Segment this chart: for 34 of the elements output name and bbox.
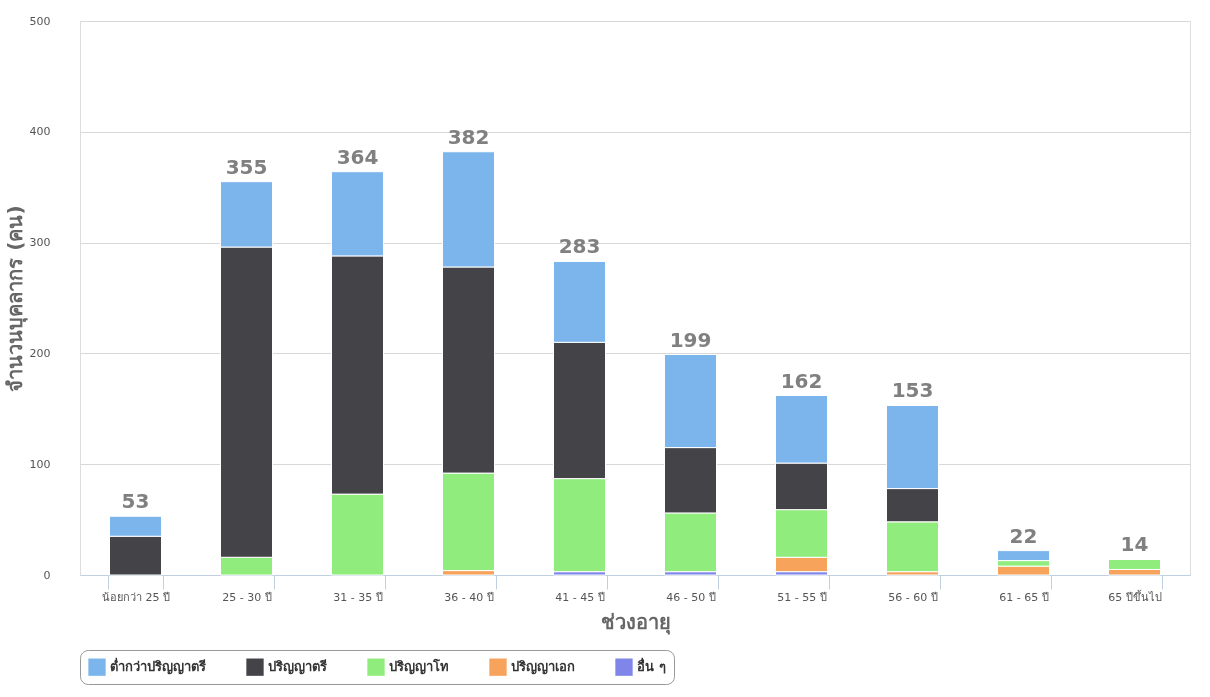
- total-label: 153: [891, 378, 934, 403]
- y-axis-title: จำนวนบุคลากร (คน): [2, 205, 28, 392]
- legend-label: ปริญญาเอก: [511, 659, 575, 676]
- legend-label: ปริญญาตรี: [268, 659, 327, 676]
- total-label: 199: [669, 327, 712, 352]
- x-tick-label: 61 - 65 ปี: [999, 590, 1049, 604]
- total-label: 355: [225, 154, 268, 179]
- x-tick-label: 36 - 40 ปี: [444, 590, 494, 604]
- legend-label: ต่ำกว่าปริญญาตรี: [110, 657, 206, 676]
- y-tick-label: 0: [43, 568, 51, 582]
- total-label: 22: [1009, 523, 1038, 548]
- y-tick-label: 100: [29, 457, 51, 471]
- y-tick-label: 300: [29, 236, 51, 250]
- x-axis-title: ช่วงอายุ: [600, 609, 671, 635]
- total-label: 382: [447, 124, 490, 149]
- total-label: 364: [336, 144, 379, 169]
- y-tick-label: 500: [29, 14, 51, 28]
- legend-label: ปริญญาโท: [389, 658, 449, 676]
- legend-label: อื่น ๆ: [637, 657, 666, 675]
- x-tick-label: 31 - 35 ปี: [333, 590, 383, 604]
- total-label: 162: [780, 368, 823, 393]
- x-tick-label: 51 - 55 ปี: [777, 590, 827, 604]
- total-label: 283: [558, 234, 601, 259]
- x-tick-label: 25 - 30 ปี: [222, 590, 272, 604]
- x-tick-label: น้อยกว่า 25 ปี: [102, 590, 170, 604]
- x-tick-label: 65 ปีขึ้นไป: [1108, 588, 1162, 604]
- total-label: 14: [1120, 532, 1149, 557]
- x-tick-label: 46 - 50 ปี: [666, 590, 716, 604]
- y-tick-label: 200: [29, 346, 51, 360]
- x-tick-label: 41 - 45 ปี: [555, 590, 605, 604]
- y-tick-label: 400: [29, 125, 51, 139]
- x-tick-label: 56 - 60 ปี: [888, 590, 938, 604]
- total-label: 53: [121, 489, 150, 514]
- bar: [997, 565, 1050, 576]
